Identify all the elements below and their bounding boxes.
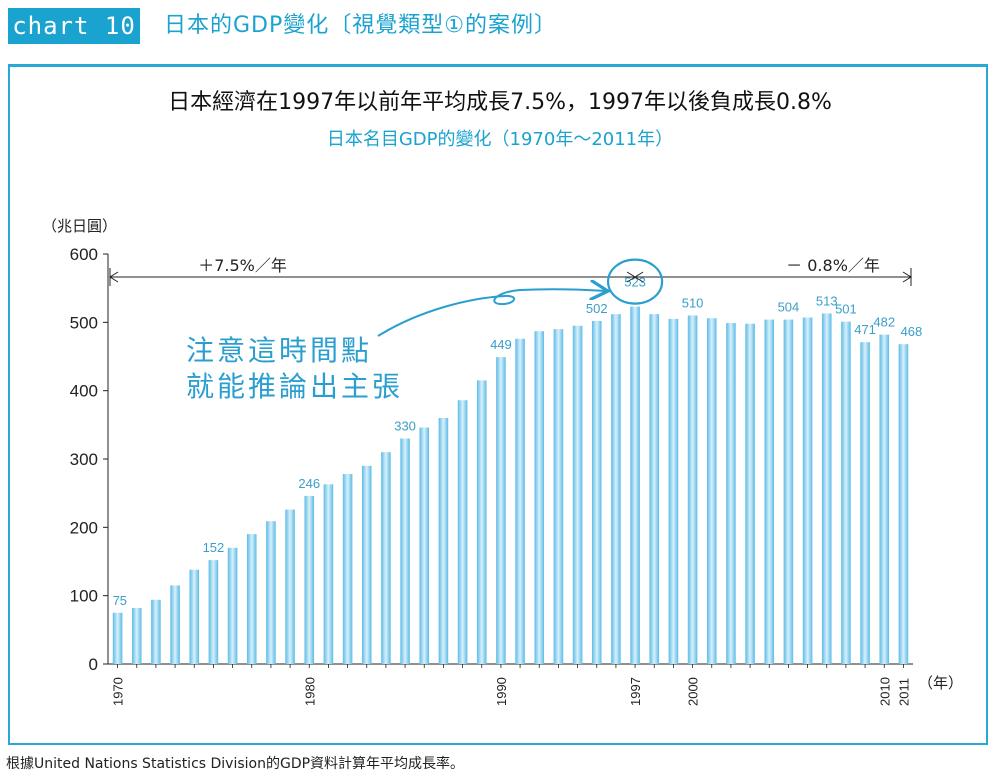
section-title: 日本的GDP變化〔視覺類型①的案例〕: [164, 13, 557, 38]
y-tick-label: 600: [70, 245, 98, 264]
bar-1997: [630, 306, 640, 664]
bar-1999: [668, 318, 679, 664]
bar-2010: [879, 334, 890, 664]
x-axis-unit-label: （年）: [918, 674, 963, 692]
data-label-2009: 471: [854, 322, 876, 337]
bar-1992: [534, 331, 545, 664]
y-tick-label: 0: [89, 655, 98, 674]
bar-2011: [898, 344, 909, 664]
bar-1970: [112, 612, 123, 664]
bar-1979: [285, 509, 295, 664]
bar-2004: [764, 319, 775, 664]
bar-1987: [438, 418, 449, 664]
bar-1998: [649, 314, 660, 664]
bar-1973: [170, 585, 180, 664]
bar-1985: [400, 438, 410, 664]
y-tick-label: 400: [70, 382, 98, 401]
x-tick-label-1990: 1990: [494, 677, 509, 706]
bar-1978: [266, 521, 276, 664]
bar-1984: [381, 452, 391, 664]
bar-2002: [726, 323, 736, 664]
data-label-2000: 510: [682, 296, 704, 311]
y-tick-label: 300: [70, 450, 98, 469]
period-split-arrowhead-right: [634, 271, 644, 283]
data-label-1975: 152: [203, 540, 225, 555]
bar-1993: [553, 329, 564, 664]
x-tick-label-1970: 1970: [111, 677, 126, 706]
annotation-line-1: 注意這時間點: [186, 334, 372, 367]
bar-1994: [572, 325, 583, 664]
bar-1990: [496, 357, 506, 664]
bar-1989: [476, 380, 487, 664]
bar-1988: [457, 400, 468, 664]
bar-1986: [419, 427, 430, 664]
y-tick-label: 200: [70, 518, 98, 537]
chart-frame: [8, 64, 988, 745]
annotation-line-2: 就能推論出主張: [186, 370, 403, 403]
data-label-1970: 75: [113, 593, 127, 608]
data-label-1997: 523: [624, 275, 646, 290]
highlight-circle-1997: [606, 258, 664, 305]
bar-2003: [745, 323, 755, 664]
bar-1991: [515, 338, 525, 664]
data-label-1990: 449: [490, 337, 512, 352]
data-label-2005: 504: [778, 300, 800, 315]
bar-1975: [208, 560, 219, 664]
data-label-1985: 330: [394, 419, 416, 434]
bar-1996: [611, 314, 621, 664]
x-tick-label-1997: 1997: [628, 677, 643, 706]
chart-subtitle: 日本名目GDP的變化（1970年～2011年）: [326, 129, 674, 150]
data-label-1995: 502: [586, 301, 608, 316]
data-label-2010: 482: [873, 315, 895, 330]
period-right-arrowhead: [902, 271, 912, 283]
bar-2009: [860, 342, 870, 664]
period-label-growth: ＋7.5%／年: [198, 256, 287, 275]
bar-1976: [227, 547, 238, 664]
bar-1982: [342, 474, 353, 664]
x-tick-label-2011: 2011: [896, 678, 911, 706]
bar-1995: [591, 320, 602, 664]
bar-2006: [802, 317, 813, 664]
x-tick-label-2000: 2000: [686, 677, 701, 706]
bar-1971: [131, 607, 142, 664]
bar-1980: [304, 495, 315, 664]
bar-1983: [361, 465, 372, 664]
bar-2007: [821, 313, 832, 664]
x-tick-label-2010: 2010: [877, 677, 892, 706]
y-tick-label: 500: [70, 313, 98, 332]
y-axis-unit-label: （兆日圓）: [42, 217, 117, 235]
annotation-arrow: [377, 289, 606, 337]
period-left-arrowhead: [109, 271, 119, 283]
data-label-2007: 513: [816, 293, 838, 308]
bar-1974: [189, 569, 200, 664]
bar-2005: [783, 319, 794, 664]
bar-1977: [246, 534, 257, 664]
bar-2000: [687, 315, 698, 664]
bar-2001: [706, 318, 717, 664]
y-tick-label: 100: [70, 587, 98, 606]
x-tick-label-1980: 1980: [302, 677, 317, 706]
bar-1972: [151, 599, 161, 664]
period-label-decline: － 0.8%／年: [786, 256, 880, 275]
data-label-2008: 501: [835, 302, 857, 317]
data-label-1980: 246: [298, 476, 320, 491]
chart-title: 日本經濟在1997年以前年平均成長7.5%，1997年以後負成長0.8%: [168, 90, 832, 115]
bar-2008: [841, 321, 851, 664]
data-label-2011: 468: [901, 324, 923, 339]
bar-1981: [323, 484, 334, 664]
chart-number-tag: chart 10: [8, 8, 140, 44]
source-note: 根據United Nations Statistics Division的GDP…: [6, 756, 465, 772]
